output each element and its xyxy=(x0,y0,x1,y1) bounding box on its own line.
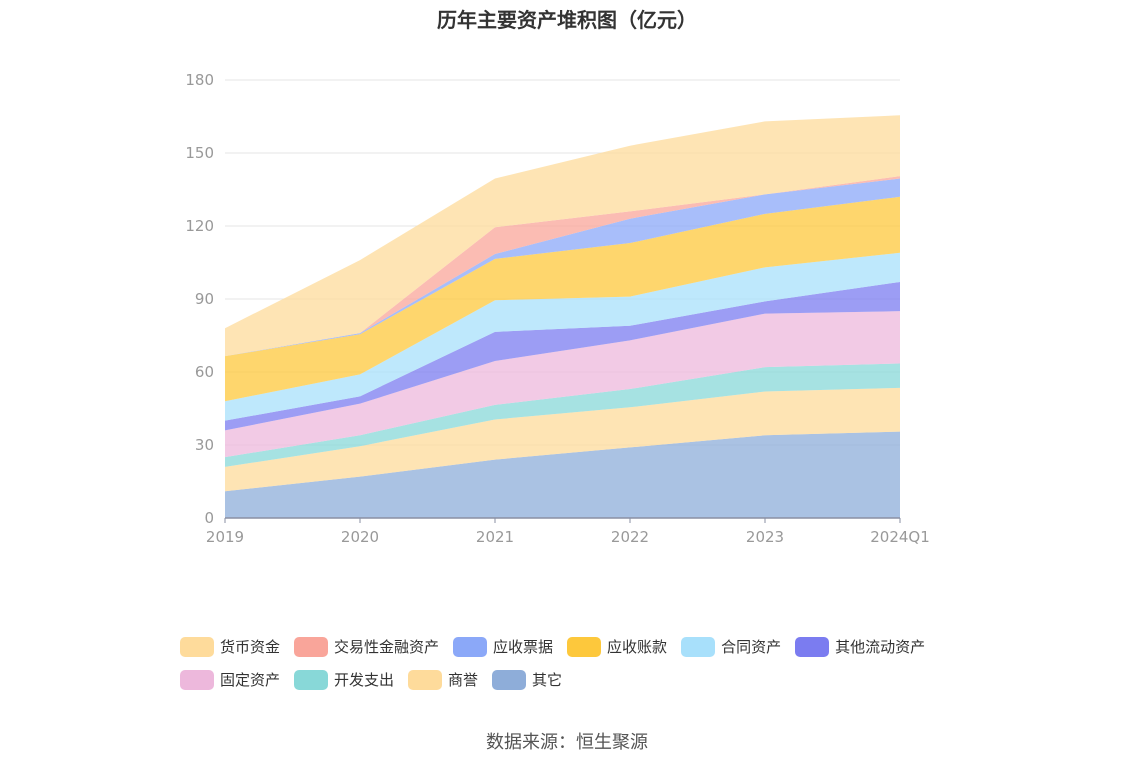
legend-swatch xyxy=(294,636,329,657)
x-tick-label: 2023 xyxy=(746,528,784,546)
legend-label: 交易性金融资产 xyxy=(334,638,440,656)
legend-swatch xyxy=(681,636,716,657)
legend-row: 固定资产 开发支出 商誉 其它 xyxy=(180,663,980,696)
area-series-3 xyxy=(225,311,900,458)
legend-label: 应收账款 xyxy=(607,638,668,656)
legend-swatch xyxy=(453,636,488,657)
legend-item[interactable]: 应收账款 xyxy=(567,636,667,657)
area-series-8 xyxy=(225,176,900,357)
legend-label: 合同资产 xyxy=(721,638,782,656)
area-series-4 xyxy=(225,281,900,431)
legend-swatch xyxy=(795,636,830,657)
legend-item[interactable]: 固定资产 xyxy=(180,669,280,690)
data-source: 数据来源：恒生聚源 xyxy=(486,732,648,753)
legend-item[interactable]: 其他流动资产 xyxy=(795,636,925,657)
legend-swatch xyxy=(180,669,214,690)
legend-label: 固定资产 xyxy=(220,671,281,689)
legend-swatch xyxy=(408,669,443,690)
y-tick-label: 60 xyxy=(195,363,214,381)
area-series-2 xyxy=(225,363,900,467)
legend-row: 货币资金 交易性金融资产 应收票据 应收账款 合同资产 其他流动资产 xyxy=(180,630,980,663)
chart-title: 历年主要资产堆积图（亿元） xyxy=(437,8,697,32)
area-series-5 xyxy=(225,252,900,421)
legend-item[interactable]: 交易性金融资产 xyxy=(294,636,439,657)
legend-label: 应收票据 xyxy=(493,638,554,656)
legend-item[interactable]: 合同资产 xyxy=(681,636,781,657)
area-series-6 xyxy=(225,196,900,402)
area-series-9 xyxy=(225,115,900,357)
legend-label: 开发支出 xyxy=(334,671,395,689)
x-tick-label: 2022 xyxy=(611,528,649,546)
legend-item[interactable]: 商誉 xyxy=(408,669,478,690)
x-tick-label: 2021 xyxy=(476,528,514,546)
area-series-0 xyxy=(225,431,900,518)
x-tick-label: 2024Q1 xyxy=(870,528,930,546)
legend-item[interactable]: 开发支出 xyxy=(294,669,394,690)
y-tick-label: 90 xyxy=(195,290,214,308)
legend: 货币资金 交易性金融资产 应收票据 应收账款 合同资产 其他流动资产固定资产 开发支出 商誉 其… xyxy=(180,630,980,696)
legend-label: 商誉 xyxy=(448,671,479,689)
x-tick-label: 2019 xyxy=(206,528,244,546)
legend-label: 其它 xyxy=(532,671,563,689)
y-tick-label: 30 xyxy=(195,436,214,454)
legend-item[interactable]: 其它 xyxy=(492,669,562,690)
y-tick-label: 120 xyxy=(185,217,214,235)
area-series-7 xyxy=(225,178,900,357)
legend-swatch xyxy=(567,636,602,657)
legend-label: 货币资金 xyxy=(220,638,281,656)
legend-label: 其他流动资产 xyxy=(835,638,926,656)
legend-swatch xyxy=(294,669,329,690)
x-tick-label: 2020 xyxy=(341,528,379,546)
area-series-1 xyxy=(225,387,900,492)
legend-item[interactable]: 应收票据 xyxy=(453,636,553,657)
y-tick-label: 150 xyxy=(185,144,214,162)
y-tick-label: 180 xyxy=(185,71,214,89)
legend-swatch xyxy=(492,669,527,690)
y-tick-label: 0 xyxy=(204,509,214,527)
legend-item[interactable]: 货币资金 xyxy=(180,636,280,657)
legend-swatch xyxy=(180,636,214,657)
